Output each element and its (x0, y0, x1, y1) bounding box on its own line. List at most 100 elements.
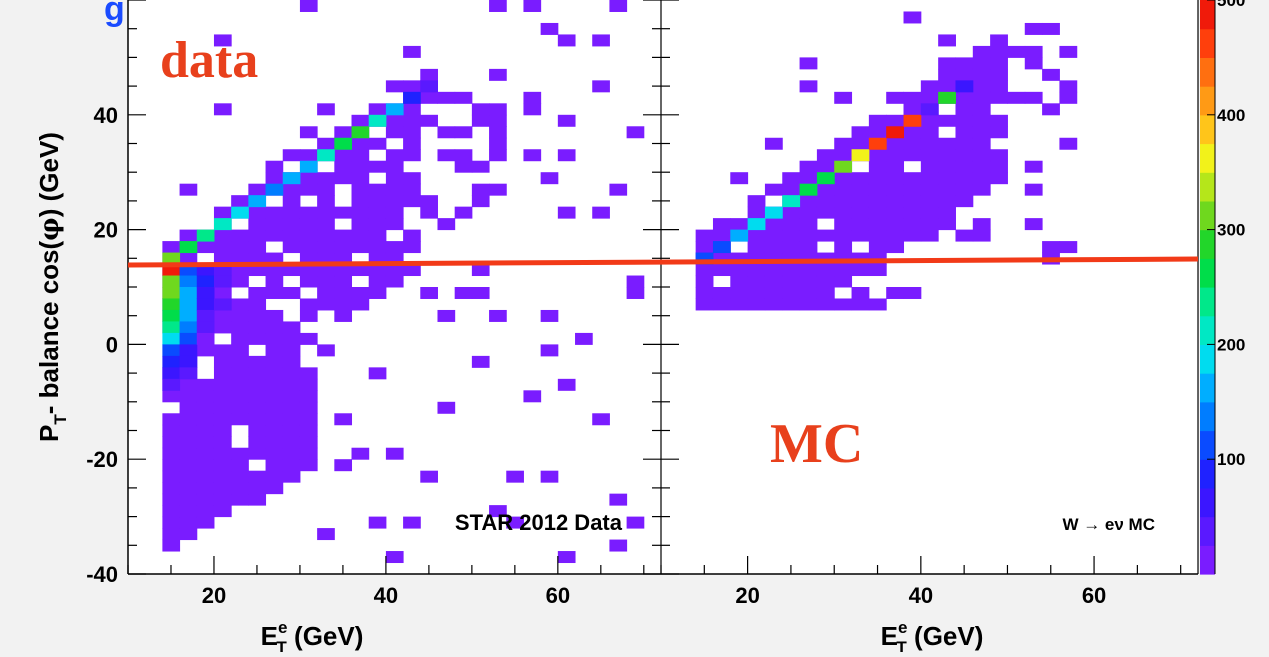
histogram-bin (938, 34, 956, 47)
histogram-bin (886, 149, 905, 162)
histogram-bin (420, 206, 438, 219)
histogram-bin (816, 264, 835, 277)
histogram-bin (299, 160, 318, 173)
histogram-bin (868, 298, 887, 311)
histogram-bin (282, 459, 301, 472)
x-axis-title-mc-subscript: T (896, 638, 907, 652)
histogram-bin (920, 195, 939, 208)
histogram-bin (299, 390, 318, 403)
histogram-bin (265, 424, 284, 437)
y-axis-title-phi: φ (35, 217, 65, 241)
histogram-bin (179, 298, 198, 311)
histogram-bin (162, 298, 181, 311)
histogram-bin (334, 137, 353, 150)
histogram-bin (385, 218, 404, 231)
histogram-bin (403, 516, 421, 529)
histogram-bin (489, 126, 507, 139)
histogram-bin (368, 275, 387, 288)
histogram-bin (351, 206, 370, 219)
x-axis-title-data: Ee T (GeV) (261, 618, 364, 652)
histogram-bin (799, 160, 818, 173)
histogram-bin (317, 183, 335, 196)
histogram-bin (747, 195, 766, 208)
histogram-bin (351, 195, 370, 208)
histogram-bin (368, 264, 387, 277)
histogram-bin (368, 206, 387, 219)
histogram-bin (213, 367, 232, 380)
histogram-bin (712, 287, 731, 299)
histogram-bin (265, 459, 284, 472)
histogram-bin (420, 91, 438, 104)
histogram-bin (886, 126, 905, 139)
histogram-bin (730, 298, 749, 311)
histogram-bin (747, 241, 766, 254)
histogram-bin (196, 298, 215, 311)
histogram-bin (317, 287, 335, 299)
colorbar-segment (1200, 344, 1215, 374)
histogram-bin (317, 137, 335, 150)
histogram-bin (162, 355, 181, 368)
histogram-bin (1042, 68, 1060, 81)
histogram-bin (782, 183, 801, 196)
histogram-bin (282, 321, 301, 334)
histogram-bin (248, 482, 267, 495)
histogram-bin (990, 45, 1008, 58)
histogram-bin (162, 528, 181, 541)
histogram-bin (265, 332, 284, 345)
histogram-bin (213, 493, 232, 506)
histogram-bin (868, 114, 887, 127)
histogram-bin (317, 252, 335, 265)
histogram-bin (1059, 45, 1078, 58)
histogram-bin (299, 206, 318, 219)
histogram-bin (437, 126, 456, 139)
histogram-bin (265, 160, 284, 173)
histogram-bin (955, 126, 974, 139)
histogram-bin (231, 470, 249, 483)
histogram-bin (834, 149, 853, 162)
histogram-bin (851, 264, 870, 277)
histogram-bin (609, 0, 628, 12)
histogram-bin (834, 91, 853, 104)
histogram-bin (248, 355, 267, 368)
histogram-bin (886, 195, 905, 208)
histogram-bin (248, 367, 267, 380)
histogram-bin (851, 206, 870, 219)
histogram-bin (955, 103, 974, 116)
histogram-bin (196, 264, 215, 277)
histogram-bin (764, 206, 783, 219)
histogram-bin (385, 114, 404, 127)
histogram-bin (540, 344, 559, 357)
histogram-bin (730, 275, 749, 288)
y-tick-label: -20 (86, 447, 118, 472)
histogram-bin (523, 390, 542, 403)
histogram-bin (747, 206, 766, 219)
histogram-bin (471, 114, 490, 127)
histogram-bin (231, 275, 249, 288)
histogram-bin (712, 218, 731, 231)
histogram-bin (972, 149, 991, 162)
histogram-bin (454, 287, 473, 299)
colorbar-segment (1200, 516, 1215, 546)
histogram-bin (489, 149, 507, 162)
histogram-bin (955, 57, 974, 70)
histogram-bin (385, 252, 404, 265)
histogram-bin (575, 332, 593, 345)
histogram-bin (868, 218, 887, 231)
histogram-bin (196, 482, 215, 495)
histogram-bin (437, 149, 456, 162)
histogram-bin (834, 137, 853, 150)
histogram-bin (213, 309, 232, 322)
colorbar-segment (1200, 545, 1215, 575)
histogram-bin (747, 218, 766, 231)
histogram-bin (903, 91, 922, 104)
histogram-bin (764, 218, 783, 231)
histogram-bin (351, 264, 370, 277)
histogram-bin (248, 218, 267, 231)
histogram-bin (712, 264, 731, 277)
histogram-bin (816, 195, 835, 208)
histogram-bin (299, 183, 318, 196)
histogram-bin (886, 218, 905, 231)
histogram-bin (282, 229, 301, 242)
histogram-bin (592, 413, 610, 426)
histogram-bin (540, 470, 559, 483)
